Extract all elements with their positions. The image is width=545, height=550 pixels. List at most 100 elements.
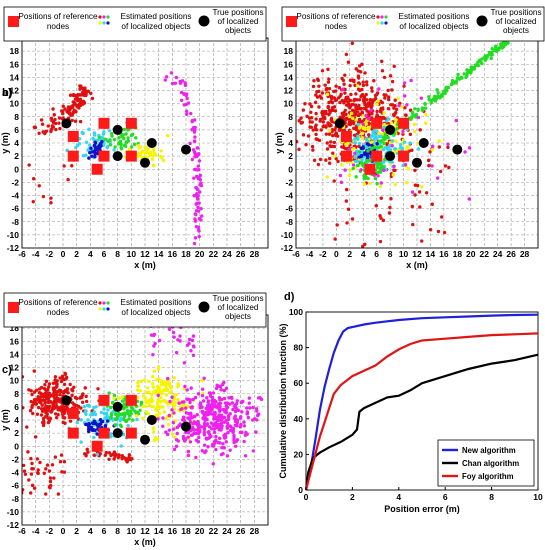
estimated-point	[48, 476, 53, 480]
estimated-point	[168, 390, 172, 395]
estimated-point	[152, 151, 157, 156]
estimated-point	[40, 122, 45, 126]
estimated-point	[334, 133, 338, 138]
estimated-point	[70, 164, 74, 168]
cluster-red	[332, 131, 451, 248]
estimated-point	[112, 396, 116, 401]
estimated-point	[245, 411, 249, 415]
estimated-point	[375, 165, 380, 170]
reference-node	[91, 163, 103, 175]
estimated-point	[382, 122, 386, 127]
y-tick-label: -2	[285, 177, 293, 187]
estimated-point	[172, 411, 176, 415]
reference-node	[98, 117, 110, 129]
estimated-point	[246, 415, 251, 420]
estimated-point	[156, 417, 160, 421]
estimated-point	[242, 424, 247, 428]
estimated-point	[104, 450, 109, 455]
estimated-point	[113, 145, 117, 149]
estimated-point	[477, 58, 482, 62]
estimated-point	[238, 430, 243, 435]
estimated-point	[357, 150, 362, 154]
estimated-point	[386, 95, 391, 99]
estimated-point	[430, 147, 435, 152]
y-axis-label: Cumulative distribution function (%)	[278, 324, 288, 479]
estimated-point	[376, 161, 381, 166]
estimated-point	[47, 469, 52, 473]
estimated-point	[159, 378, 163, 383]
estimated-point	[189, 433, 194, 437]
panel-label: c)	[2, 364, 12, 376]
y-tick-label: -6	[285, 204, 293, 214]
estimated-point	[79, 418, 83, 422]
estimated-point	[393, 98, 397, 102]
estimated-point	[182, 400, 186, 404]
estimated-point	[433, 99, 438, 103]
estimated-point	[120, 395, 125, 399]
estimated-point	[390, 103, 395, 107]
estimated-point	[45, 404, 49, 409]
estimated-point	[136, 395, 140, 400]
estimated-point	[340, 162, 344, 167]
x-tick-label: 24	[222, 526, 232, 536]
estimated-point	[112, 457, 116, 461]
estimated-point	[345, 187, 349, 192]
estimated-point	[188, 420, 193, 424]
estimated-point	[194, 421, 198, 426]
estimated-point	[332, 105, 337, 109]
estimated-point	[75, 143, 80, 148]
estimated-point	[52, 390, 56, 394]
x-tick-label: 2	[74, 249, 79, 259]
estimated-point	[486, 53, 490, 58]
estimated-point	[336, 159, 340, 164]
estimated-point	[190, 425, 195, 429]
estimated-point	[57, 408, 62, 412]
estimated-point	[376, 174, 380, 178]
estimated-point	[328, 128, 332, 133]
x-tick-label: 10	[127, 249, 137, 259]
estimated-point	[106, 139, 110, 143]
estimated-point	[353, 103, 358, 107]
y-tick-label: -10	[7, 507, 20, 517]
estimated-point	[49, 196, 53, 200]
estimated-point	[195, 413, 199, 417]
estimated-point	[159, 149, 163, 153]
x-tick-label: 8	[388, 249, 393, 259]
estimated-point	[417, 190, 422, 194]
y-tick-label: -8	[11, 217, 19, 227]
estimated-point	[309, 125, 314, 129]
estimated-point	[155, 384, 160, 389]
estimated-point	[312, 158, 317, 162]
estimated-point	[126, 423, 130, 428]
estimated-point	[159, 390, 164, 395]
estimated-point	[330, 100, 335, 105]
estimated-point	[344, 124, 348, 129]
estimated-point	[200, 409, 205, 414]
estimated-point	[120, 456, 124, 461]
estimated-point	[412, 122, 416, 127]
estimated-point	[228, 411, 232, 416]
estimated-point	[186, 435, 190, 439]
estimated-point	[197, 229, 201, 233]
estimated-point	[137, 146, 141, 150]
estimated-point	[61, 415, 65, 420]
estimated-point	[327, 77, 331, 81]
estimated-point	[456, 72, 460, 77]
estimated-point	[375, 142, 379, 146]
estimated-point	[43, 401, 47, 405]
estimated-point	[215, 416, 220, 420]
x-tick-label: 6	[102, 526, 107, 536]
x-tick-label: 28	[520, 249, 530, 259]
legend-reference-label: Positions of reference nodes	[18, 12, 98, 31]
series-line-1	[304, 353, 539, 491]
estimated-point	[194, 208, 199, 213]
estimated-point	[211, 462, 216, 466]
estimated-point	[46, 400, 51, 405]
y-tick-label: 6	[14, 125, 19, 135]
estimated-point	[224, 440, 228, 444]
estimated-point	[68, 111, 72, 116]
estimated-point	[51, 381, 56, 385]
estimated-point	[245, 406, 249, 410]
y-tick-label: -2	[11, 177, 19, 187]
